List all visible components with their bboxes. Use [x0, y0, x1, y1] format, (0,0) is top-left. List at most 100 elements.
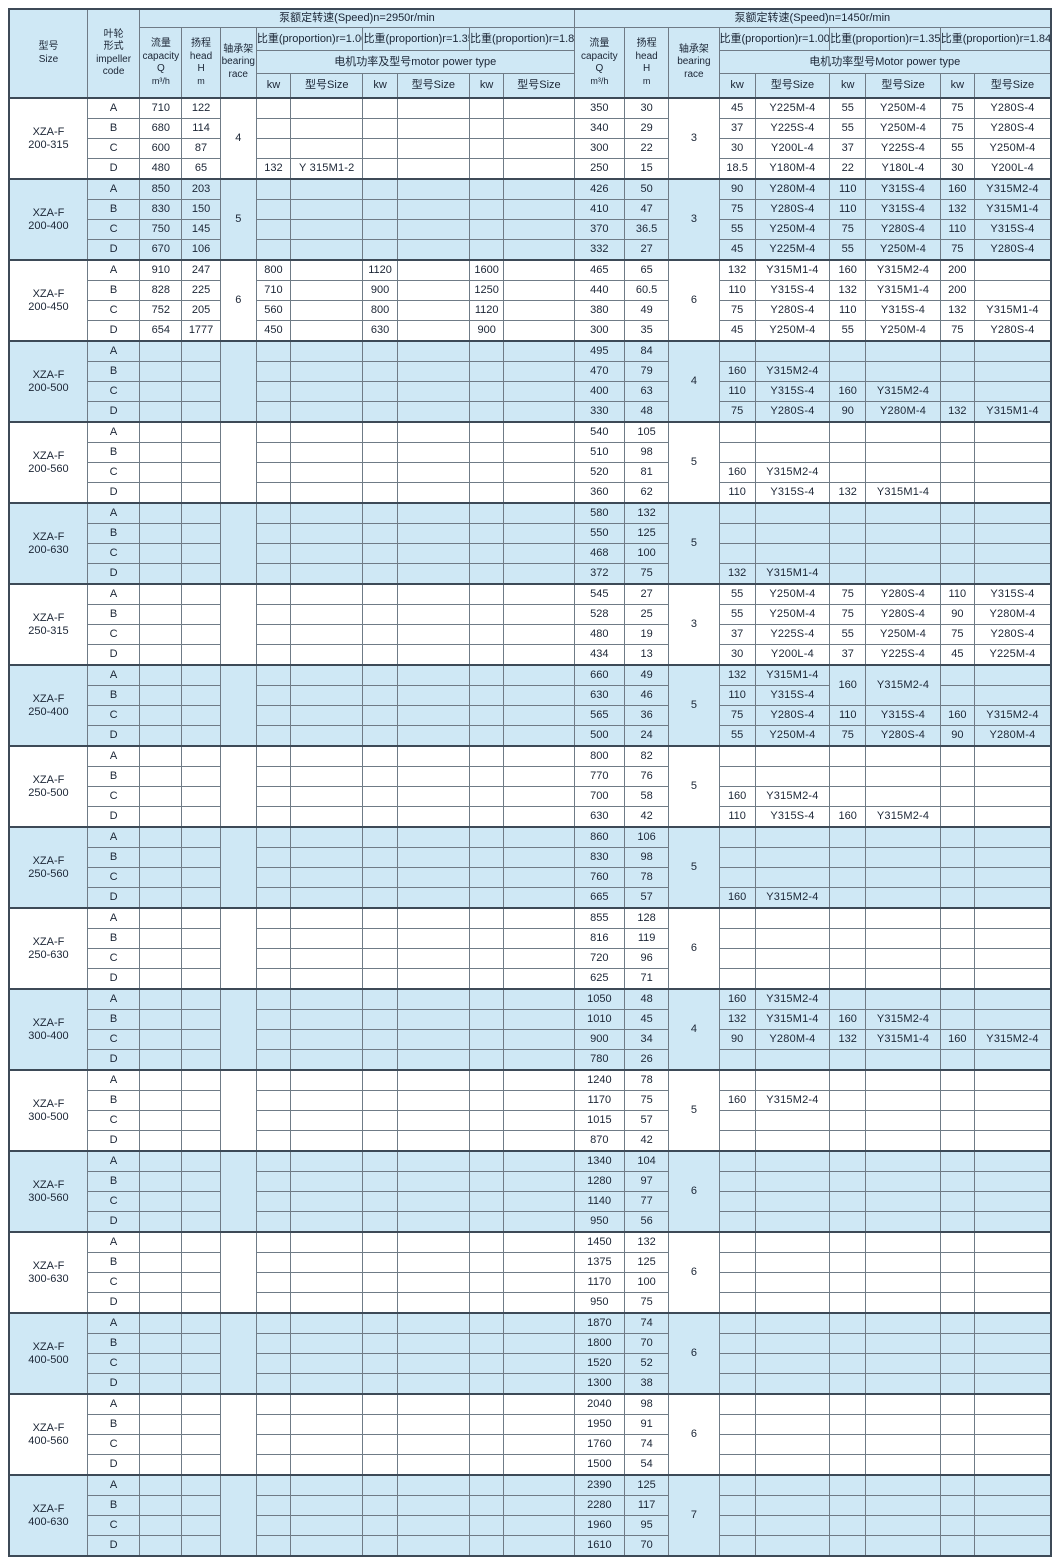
pump-size-line1: XZA-F — [32, 612, 65, 625]
kw-2950-r100-cell — [255, 482, 292, 504]
bearing-race-2950-cell — [219, 826, 257, 909]
kw-1450-r135-cell — [829, 1495, 867, 1516]
impeller-code-cell: A — [86, 745, 141, 767]
kw-1450-r135-cell — [829, 1049, 867, 1071]
model-2950-r100-cell — [290, 847, 364, 868]
capacity-1450-cell: 900 — [573, 1029, 625, 1050]
kw-1450-r184-cell — [939, 1495, 975, 1516]
table-row: B 816 119 — [9, 928, 1052, 949]
model-2950-r184-cell — [503, 664, 575, 686]
model-2950-r135-cell — [396, 1069, 471, 1091]
model-1450-r135-cell — [865, 1231, 941, 1253]
capacity-1450-cell: 1170 — [573, 1090, 625, 1111]
model-1450-r100-cell — [754, 826, 831, 848]
kw-2950-r184-cell — [469, 1090, 505, 1111]
kw-2950-r184-cell — [469, 1434, 505, 1455]
kw-1450-r184-cell: 90 — [939, 604, 975, 625]
model-2950-r184-cell — [503, 1171, 575, 1192]
header-prop-135-left: 比重(proportion)r=1.35 — [362, 27, 471, 51]
capacity-2950-cell — [139, 563, 183, 585]
head-2950-cell — [181, 1272, 221, 1293]
model-2950-r184-cell — [503, 1049, 575, 1071]
kw-2950-r135-cell — [362, 1130, 398, 1152]
kw-1450-r135-cell — [829, 502, 867, 524]
model-1450-r184-cell — [973, 543, 1052, 564]
kw-1450-r184-cell — [939, 968, 975, 990]
head-1450-cell: 24 — [623, 725, 670, 747]
kw-1450-r135-cell — [829, 1474, 867, 1496]
kw-2950-r135-cell — [362, 1191, 398, 1212]
kw-2950-r135-cell — [362, 928, 398, 949]
model-2950-r135-cell — [396, 604, 471, 625]
kw-1450-r184-cell — [939, 1252, 975, 1273]
pump-size-line2: 300-630 — [28, 1272, 69, 1285]
head-2950-cell: 114 — [181, 118, 221, 139]
model-2950-r135-cell — [396, 1029, 471, 1050]
head-1450-cell: 13 — [623, 644, 670, 666]
model-2950-r135-cell — [396, 1049, 471, 1071]
model-2950-r135-cell — [396, 847, 471, 868]
impeller-code-cell: D — [86, 806, 141, 828]
model-1450-r184-cell — [973, 361, 1052, 382]
capacity-1450-cell: 372 — [573, 563, 625, 585]
model-2950-r184-cell — [503, 442, 575, 463]
kw-1450-r135-cell — [829, 563, 867, 585]
model-1450-r184-cell — [973, 1009, 1052, 1030]
capacity-2950-cell — [139, 1009, 183, 1030]
model-2950-r135-cell — [396, 1495, 471, 1516]
kw-2950-r184-cell — [469, 1171, 505, 1192]
model-1450-r184-cell — [973, 766, 1052, 787]
pump-size-cell: XZA-F 400-560 — [8, 1393, 88, 1476]
impeller-code-cell: C — [86, 1353, 141, 1374]
kw-1450-r100-cell — [718, 968, 756, 990]
impeller-code-cell: B — [86, 280, 141, 301]
kw-2950-r100-cell: 710 — [255, 280, 292, 301]
model-2950-r184-cell — [503, 624, 575, 645]
table-row: B 630 46 110 Y315S-4 — [9, 685, 1052, 706]
head-2950-cell — [181, 543, 221, 564]
impeller-code-cell: C — [86, 138, 141, 159]
kw-2950-r184-cell — [469, 239, 505, 261]
kw-2950-r184-cell — [469, 968, 505, 990]
head-1450-cell: 128 — [623, 907, 670, 929]
kw-1450-r135-cell — [829, 1535, 867, 1557]
model-1450-r135-cell — [865, 928, 941, 949]
impeller-code-cell: D — [86, 320, 141, 342]
head-2950-cell — [181, 644, 221, 666]
kw-2950-r184-cell — [469, 1474, 505, 1496]
head-1450-cell: 77 — [623, 1191, 670, 1212]
kw-1450-r184-cell — [939, 543, 975, 564]
model-2950-r100-cell — [290, 462, 364, 483]
capacity-2950-cell — [139, 1150, 183, 1172]
kw-1450-r135-cell — [829, 543, 867, 564]
kw-1450-r100-cell — [718, 1535, 756, 1557]
kw-1450-r135-cell — [829, 826, 867, 848]
kw-1450-r100-cell — [718, 1333, 756, 1354]
impeller-code-cell: B — [86, 1414, 141, 1435]
impeller-code-cell: C — [86, 867, 141, 888]
bearing-race-2950-cell — [219, 1393, 257, 1476]
model-2950-r184-cell — [503, 1150, 575, 1172]
pump-size-cell: XZA-F 250-500 — [8, 745, 88, 828]
capacity-2950-cell — [139, 988, 183, 1010]
model-2950-r100-cell — [290, 685, 364, 706]
head-1450-cell: 54 — [623, 1454, 670, 1476]
kw-2950-r184-cell — [469, 685, 505, 706]
table-row: C 900 34 90 Y280M-4 132 Y315M1-4 160 Y315M2-4 — [9, 1029, 1052, 1050]
model-1450-r135-cell — [865, 1474, 941, 1496]
model-2950-r184-cell — [503, 219, 575, 240]
model-2950-r184-cell — [503, 381, 575, 402]
model-1450-r135-cell: Y315M1-4 — [865, 482, 941, 504]
kw-1450-r135-cell — [829, 1454, 867, 1476]
head-1450-cell: 98 — [623, 847, 670, 868]
model-1450-r100-cell: Y250M-4 — [754, 583, 831, 605]
model-2950-r135-cell — [396, 259, 471, 281]
capacity-2950-cell: 670 — [139, 239, 183, 261]
kw-1450-r184-cell: 160 — [939, 178, 975, 200]
pump-size-cell: XZA-F 250-560 — [8, 826, 88, 909]
header-bearing-en2: race — [228, 68, 248, 80]
capacity-2950-cell — [139, 1110, 183, 1131]
model-1450-r135-cell — [865, 543, 941, 564]
bearing-race-1450-cell: 3 — [668, 97, 720, 180]
model-2950-r184-cell — [503, 482, 575, 504]
